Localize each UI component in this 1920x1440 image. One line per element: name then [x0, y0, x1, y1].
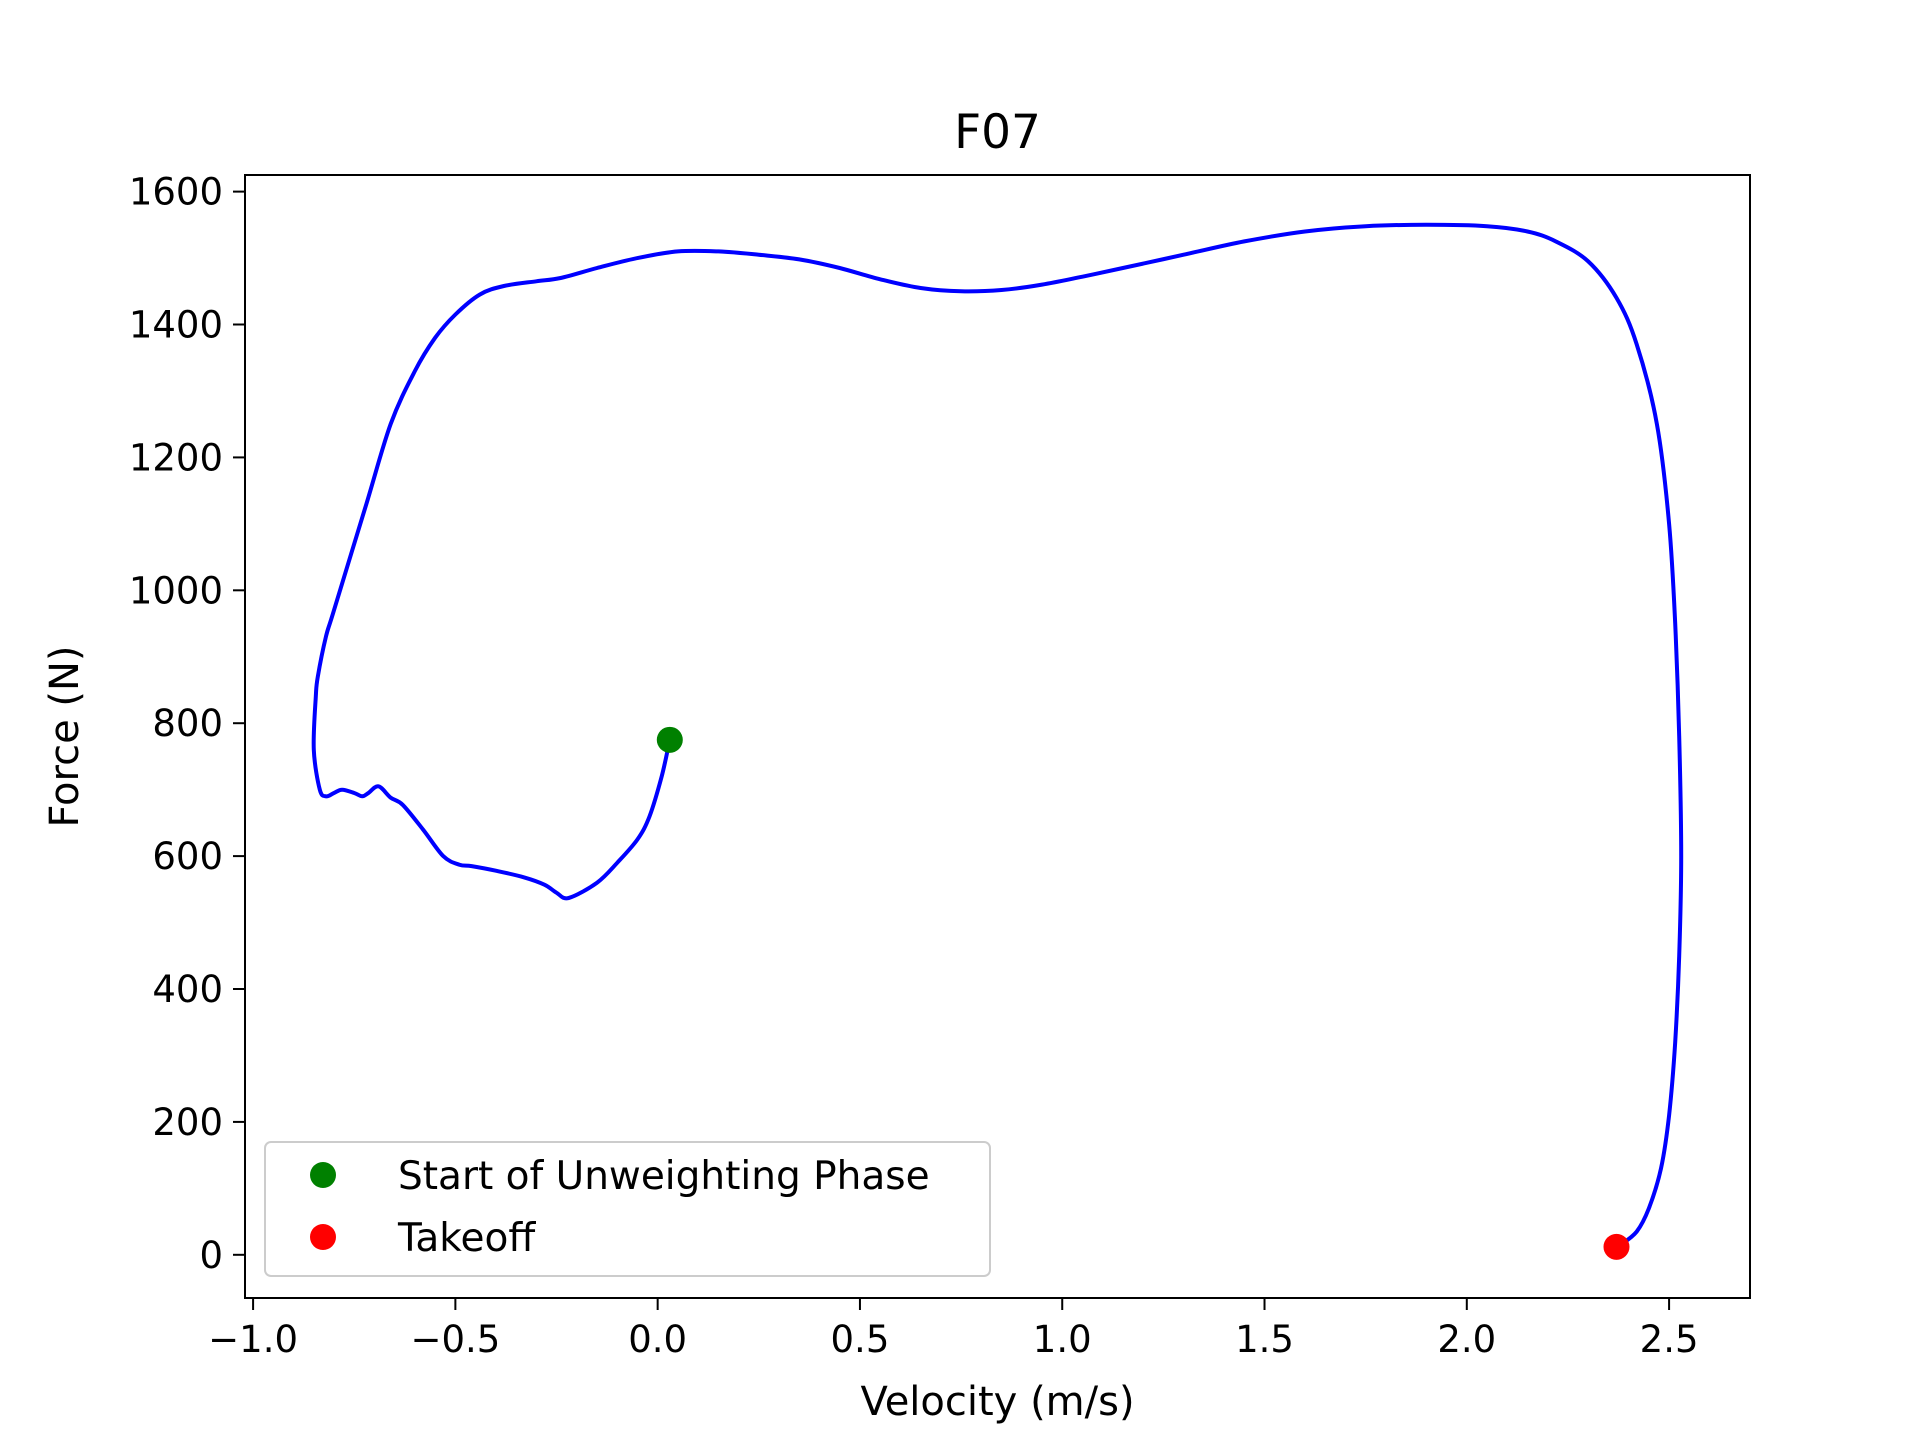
y-tick-label: 1400 — [129, 304, 223, 347]
takeoff-marker — [1603, 1233, 1630, 1260]
legend-label-takeoff: Takeoff — [397, 1216, 536, 1261]
y-tick-label: 200 — [152, 1101, 223, 1144]
y-tick-label: 600 — [152, 835, 223, 878]
legend-label-start: Start of Unweighting Phase — [398, 1154, 930, 1199]
y-tick-label: 1600 — [129, 171, 223, 214]
x-tick-label: 2.0 — [1437, 1318, 1496, 1361]
x-tick-label: 2.5 — [1640, 1318, 1699, 1361]
plot-area — [311, 222, 1684, 1260]
x-axis-ticks: −1.0 −0.5 0.0 0.5 1.0 1.5 2.0 2.5 — [208, 1298, 1699, 1361]
y-axis-label: Force (N) — [42, 645, 88, 827]
y-tick-label: 400 — [152, 968, 223, 1011]
legend-marker-takeoff — [310, 1224, 336, 1250]
chart-title: F07 — [954, 105, 1041, 160]
x-tick-label: 0.5 — [831, 1318, 890, 1361]
legend-box — [264, 1141, 991, 1277]
x-tick-label: 1.5 — [1235, 1318, 1294, 1361]
legend-marker-start — [310, 1162, 336, 1188]
start-of-unweighting-marker — [656, 726, 683, 753]
x-axis-label: Velocity (m/s) — [860, 1379, 1134, 1425]
y-tick-label: 1000 — [129, 569, 223, 612]
x-tick-label: −0.5 — [410, 1318, 500, 1361]
y-tick-label: 800 — [152, 702, 223, 745]
y-tick-label: 1200 — [129, 436, 223, 479]
x-tick-label: −1.0 — [208, 1318, 298, 1361]
x-tick-label: 1.0 — [1033, 1318, 1092, 1361]
legend: Start of Unweighting Phase Takeoff — [264, 1141, 991, 1277]
x-tick-label: 0.0 — [628, 1318, 687, 1361]
y-axis-ticks: 0 200 400 600 800 1000 1200 1400 1600 — [129, 171, 245, 1277]
axes-frame — [244, 174, 1751, 1299]
y-tick-label: 0 — [199, 1234, 223, 1277]
force-velocity-line — [311, 222, 1684, 1249]
